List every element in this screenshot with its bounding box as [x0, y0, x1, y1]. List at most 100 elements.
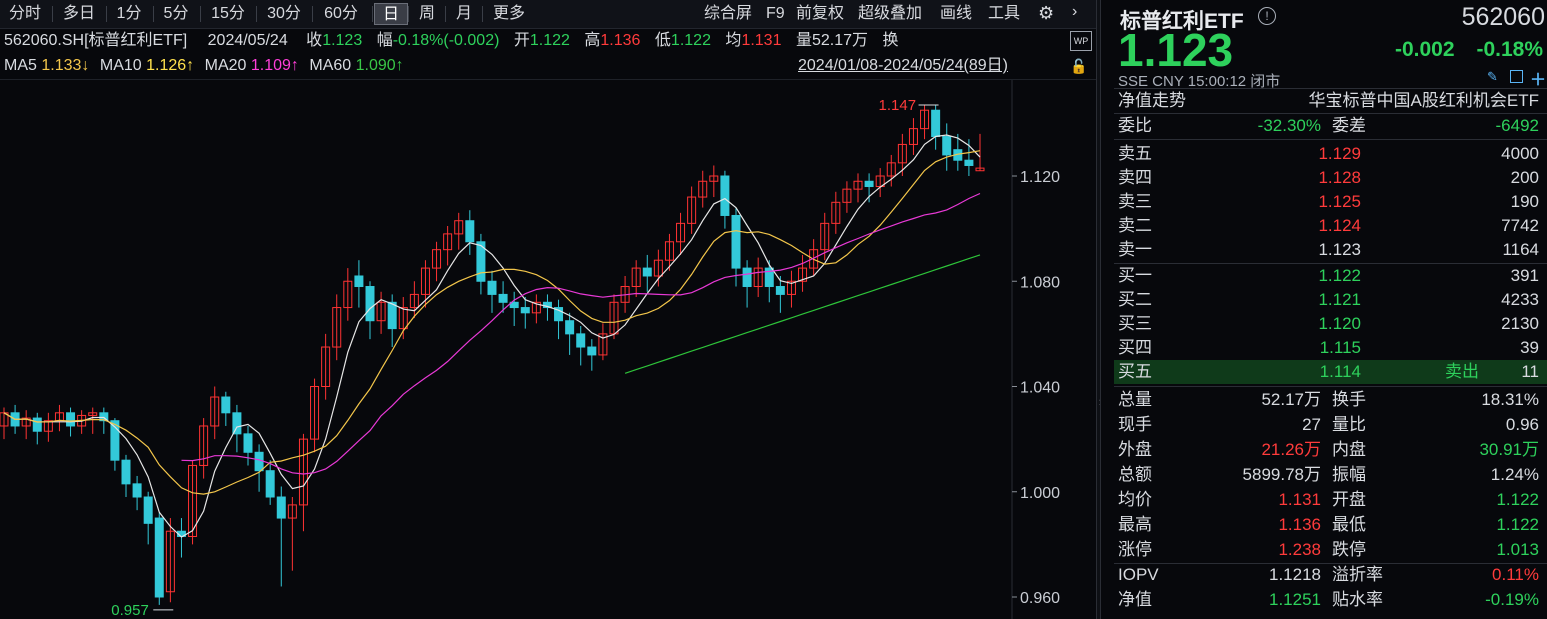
candle-body: [398, 307, 408, 330]
tool-2[interactable]: 前复权: [796, 5, 845, 22]
tool-0[interactable]: 综合屏: [704, 5, 753, 22]
candle-body: [542, 301, 552, 309]
weicha-label: 委差: [1332, 116, 1366, 135]
ma20-value: 1.109↑: [250, 57, 299, 74]
tab-1[interactable]: 多日: [62, 5, 95, 22]
tab-2[interactable]: 1分: [116, 5, 142, 22]
candle-body: [653, 259, 663, 277]
tab-separator: [106, 6, 107, 22]
sells-level-volume: 4000: [1501, 144, 1539, 163]
tab-separator: [153, 6, 154, 22]
candle-body: [32, 417, 42, 432]
tool-5[interactable]: 工具: [988, 5, 1021, 22]
candle-body: [276, 496, 286, 519]
buys-level-volume: 11: [1521, 362, 1539, 381]
lock-icon[interactable]: 🔓: [1070, 58, 1088, 74]
stat-label: 内盘: [1332, 440, 1366, 459]
sells-level-price[interactable]: 1.123: [1318, 240, 1361, 259]
buys-level-price[interactable]: 1.121: [1318, 290, 1361, 309]
nav-trend-link[interactable]: 净值走势: [1118, 91, 1186, 110]
candle-body: [487, 280, 497, 295]
stat-label: 最高: [1118, 515, 1152, 534]
sells-level-price[interactable]: 1.129: [1318, 144, 1361, 163]
stat-value: -0.19%: [1485, 590, 1539, 609]
ma60-line: [624, 254, 981, 374]
buys-level-label: 买五: [1118, 362, 1152, 381]
window-icon[interactable]: [1510, 70, 1523, 83]
candle-body: [742, 267, 752, 288]
vol-label: 量: [795, 32, 812, 49]
tab-separator: [312, 6, 313, 22]
ma20-line: [181, 192, 981, 475]
stat-value: 1.122: [1496, 490, 1539, 509]
weicha-value: -6492: [1495, 116, 1539, 135]
tab-0[interactable]: 分时: [8, 5, 41, 22]
tool-1[interactable]: F9: [766, 5, 785, 22]
security-code: 562060.SH[标普红利ETF]: [4, 32, 188, 49]
date-range[interactable]: 2024/01/08-2024/05/24(89日): [798, 57, 1008, 74]
sells-level-volume: 7742: [1501, 216, 1539, 235]
candle-body: [565, 320, 575, 335]
stat-label: 贴水率: [1332, 590, 1383, 609]
stat-label: 跌停: [1332, 540, 1366, 559]
ma60-label: MA60: [309, 57, 352, 74]
tab-4[interactable]: 15分: [211, 5, 245, 22]
stat-label: 现手: [1118, 415, 1152, 434]
tab-3[interactable]: 5分: [163, 5, 189, 22]
tab-7[interactable]: 日: [374, 3, 408, 25]
tool-3[interactable]: 超级叠加: [858, 5, 923, 22]
candle-body: [409, 293, 419, 309]
stat-value: 1.1251: [1269, 590, 1321, 609]
tab-5[interactable]: 30分: [267, 5, 301, 22]
candle-body: [587, 346, 597, 356]
quote-info-line: 562060.SH[标普红利ETF] 2024/05/24 收1.123 幅-0…: [4, 31, 898, 51]
candle-body: [354, 275, 364, 288]
candle-body: [853, 180, 863, 190]
buys-level-price[interactable]: 1.114: [1319, 362, 1361, 381]
high-value: 1.136: [600, 32, 641, 49]
tab-6[interactable]: 60分: [324, 5, 358, 22]
sells-level-price[interactable]: 1.128: [1318, 168, 1361, 187]
buys-level-price[interactable]: 1.115: [1319, 338, 1361, 357]
tab-9[interactable]: 月: [455, 5, 472, 22]
candle-body: [642, 267, 652, 277]
candle-body: [66, 412, 76, 427]
sells-level-volume: 190: [1510, 192, 1539, 211]
candle-body: [165, 530, 175, 593]
sells-level-price[interactable]: 1.124: [1318, 216, 1361, 235]
info-icon[interactable]: !: [1258, 7, 1276, 25]
wp-icon[interactable]: WP: [1070, 31, 1092, 51]
divider: [1114, 263, 1547, 264]
tab-10[interactable]: 更多: [492, 5, 525, 22]
candle-body: [908, 128, 918, 145]
edit-icon[interactable]: ✎: [1487, 69, 1498, 84]
tab-separator: [256, 6, 257, 22]
chevron-right-icon[interactable]: ›: [1072, 3, 1078, 20]
stat-label: 净值: [1118, 590, 1152, 609]
candlestick-chart[interactable]: 1.120 1.080 1.040 1.000 0.960 1.147 0.957: [0, 79, 1096, 619]
candle-body: [88, 412, 98, 416]
candle-body: [820, 222, 830, 251]
candle-body: [221, 396, 231, 414]
close-value: 1.123: [322, 32, 363, 49]
sells-level-label: 卖一: [1118, 240, 1152, 259]
gear-icon[interactable]: ⚙: [1038, 3, 1055, 23]
candle-body: [720, 175, 730, 216]
tab-separator: [52, 6, 53, 22]
divider: [1114, 386, 1547, 387]
buys-level-price[interactable]: 1.122: [1318, 266, 1361, 285]
buys-level-price[interactable]: 1.120: [1318, 314, 1361, 333]
add-icon[interactable]: ＋: [1530, 72, 1547, 89]
sells-level-price[interactable]: 1.125: [1318, 192, 1361, 211]
tab-8[interactable]: 周: [418, 5, 435, 22]
stat-label: 外盘: [1118, 440, 1152, 459]
candle-body: [110, 420, 120, 461]
ma20-label: MA20: [204, 57, 247, 74]
weibi-label: 委比: [1118, 116, 1152, 135]
low-label: 低: [654, 32, 671, 49]
tab-separator: [445, 6, 446, 22]
tool-4[interactable]: 画线: [940, 5, 973, 22]
tab-separator: [482, 6, 483, 22]
change-value: -0.18%(-0.002): [392, 32, 500, 49]
stat-label: 换手: [1332, 390, 1366, 409]
